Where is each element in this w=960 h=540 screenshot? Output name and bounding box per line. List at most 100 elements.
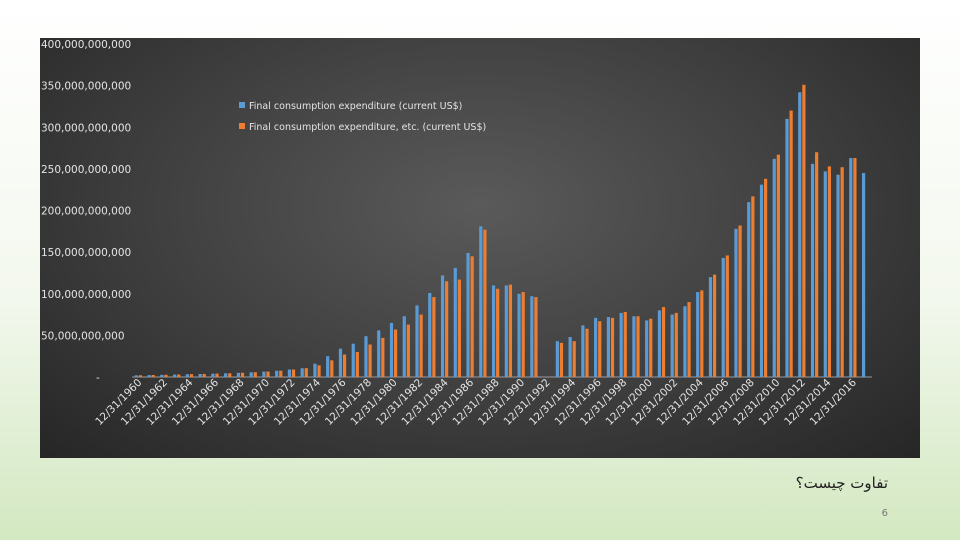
- bar-series-2-12/31/2016: [853, 158, 857, 377]
- bar-series-2-12/31/2013: [815, 152, 819, 377]
- chart-panel: 400,000,000,000 350,000,000,000 300,000,00…: [40, 38, 920, 458]
- bar-series-2-12/31/2004: [700, 290, 704, 377]
- bar-series-2-12/31/1982: [419, 314, 423, 377]
- bar-series-1-12/31/1987: [479, 226, 483, 377]
- bar-series-1-12/31/1989: [504, 285, 508, 377]
- bar-series-2-12/31/1972: [291, 369, 296, 377]
- bar-series-1-12/31/1976: [338, 348, 343, 377]
- y-tick-label: 150,000,000,000: [41, 247, 131, 259]
- bar-series-1-12/31/1999: [632, 316, 636, 377]
- bar-series-2-12/31/1965: [202, 373, 206, 377]
- bar-series-1-12/31/1979: [377, 330, 381, 377]
- chart-legend: Final consumption expenditure (current U…: [239, 101, 486, 133]
- bar-series-2-12/31/1996: [598, 321, 602, 377]
- bar-series-2-12/31/1966: [215, 373, 219, 377]
- bar-series-2-12/31/1986: [470, 256, 474, 377]
- bar-series-1-12/31/2012: [798, 92, 802, 377]
- bar-series-2-12/31/1973: [304, 368, 308, 377]
- bar-series-1-12/31/1966: [211, 373, 215, 377]
- bar-series-1-12/31/1980: [389, 322, 394, 377]
- bar-series-1-12/31/1968: [236, 372, 240, 377]
- bar-series-2-12/31/2007: [738, 225, 742, 377]
- y-tick-label: 350,000,000,000: [41, 81, 131, 93]
- bar-series-2-12/31/1977: [355, 352, 359, 377]
- bar-series-1-12/31/1975: [326, 356, 330, 377]
- bar-series-1-12/31/1993: [555, 341, 559, 377]
- bar-series-1-12/31/1962: [160, 374, 164, 377]
- x-axis-ticks: 12/31/196012/31/196212/31/196412/31/1966…: [93, 376, 859, 428]
- bar-series-2-12/31/2010: [776, 154, 780, 377]
- bar-series-2-12/31/1968: [240, 372, 245, 377]
- bar-series-1-12/31/1963: [173, 374, 177, 377]
- bar-series-2-12/31/1961: [151, 375, 155, 377]
- bar-series-2-12/31/1979: [381, 337, 385, 377]
- y-tick-label: 200,000,000,000: [41, 206, 131, 218]
- bar-series-1-12/31/2010: [772, 158, 776, 377]
- bar-series-2-12/31/2001: [661, 307, 666, 377]
- bar-series-2-12/31/1983: [432, 297, 436, 377]
- bar-series-2-12/31/1991: [534, 297, 538, 377]
- bar-series-1-12/31/2001: [657, 310, 662, 377]
- bar-series-1-12/31/2002: [670, 314, 674, 377]
- bar-series-1-12/31/1960: [134, 375, 138, 377]
- bar-series-1-12/31/1988: [491, 285, 496, 377]
- bar-series-2-12/31/2000: [649, 318, 653, 377]
- y-tick-label: 100,000,000,000: [41, 289, 131, 301]
- bar-series-1-12/31/1983: [428, 292, 432, 377]
- bar-series-2-12/31/2002: [674, 312, 678, 377]
- bar-series-1-12/31/1974: [313, 363, 317, 377]
- bar-series-1-12/31/2000: [645, 320, 649, 377]
- bar-series-1-12/31/2017: [861, 173, 866, 377]
- bar-series-2-12/31/1970: [266, 371, 270, 377]
- bar-series-1-12/31/1990: [517, 293, 521, 377]
- bar-series-1-12/31/2005: [708, 277, 713, 377]
- bar-series-2-12/31/1960: [138, 375, 143, 377]
- bar-series-2-12/31/1978: [368, 344, 372, 377]
- legend-label-series-2: Final consumption expenditure, etc. (cur…: [249, 122, 486, 133]
- bar-series-1-12/31/1961: [147, 375, 151, 377]
- bar-series-1-12/31/1969: [249, 372, 253, 377]
- bar-series-1-12/31/1970: [262, 371, 266, 377]
- bar-series-2-12/31/1962: [164, 374, 168, 377]
- bar-series-2-12/31/1995: [585, 328, 589, 377]
- y-tick-label: 300,000,000,000: [41, 122, 131, 134]
- bar-series-2-12/31/2008: [751, 196, 755, 377]
- bar-series-1-12/31/2015: [836, 174, 840, 377]
- y-axis-ticks: 400,000,000,000 350,000,000,000 300,000,00…: [41, 39, 131, 384]
- bar-series-2-12/31/1975: [330, 360, 334, 377]
- bar-series-1-12/31/1986: [466, 252, 470, 377]
- bar-series-2-12/31/1988: [496, 288, 500, 377]
- bar-series-1-12/31/2006: [721, 257, 725, 377]
- bar-series-2-12/31/1971: [279, 370, 283, 377]
- bar-series-2-12/31/1963: [177, 374, 181, 377]
- bar-series-1-12/31/1965: [198, 374, 202, 377]
- bar-chart: 400,000,000,000 350,000,000,000 300,000,00…: [41, 39, 872, 428]
- bar-series-2-12/31/1967: [228, 373, 232, 377]
- bar-series-1-12/31/1971: [275, 370, 279, 377]
- page-number: 6: [881, 508, 888, 519]
- bar-series-2-12/31/1987: [483, 229, 487, 377]
- bar-series-1-12/31/1994: [568, 337, 572, 377]
- bar-series-1-12/31/1964: [185, 374, 189, 377]
- bar-series-1-12/31/1977: [351, 343, 355, 377]
- bar-series-2-12/31/2014: [827, 166, 831, 377]
- bar-series-2-12/31/2009: [764, 178, 768, 377]
- bar-series-2-12/31/2006: [725, 255, 729, 377]
- bar-series-1-12/31/2016: [849, 158, 853, 377]
- bar-series-1-12/31/1995: [581, 325, 585, 377]
- bar-series-1-12/31/1985: [453, 267, 457, 377]
- bar-series-2-12/31/2012: [802, 84, 806, 377]
- bar-series-1-12/31/2009: [759, 184, 764, 377]
- bar-series-1-12/31/2003: [683, 306, 687, 377]
- bar-series-1-12/31/1978: [364, 336, 368, 377]
- bar-series-2-12/31/2003: [687, 302, 691, 377]
- bar-series-2-12/31/1999: [636, 316, 640, 377]
- bar-series-1-12/31/2004: [696, 292, 700, 377]
- bar-series-1-12/31/1991: [530, 296, 534, 377]
- bar-series-2-12/31/1976: [342, 354, 347, 377]
- y-tick-label: -: [96, 372, 100, 384]
- bar-series-1-12/31/2011: [785, 118, 789, 378]
- bar-series-2-12/31/2005: [712, 274, 717, 377]
- bar-series-2-12/31/1984: [445, 281, 449, 377]
- bar-series-1-12/31/1972: [287, 369, 292, 377]
